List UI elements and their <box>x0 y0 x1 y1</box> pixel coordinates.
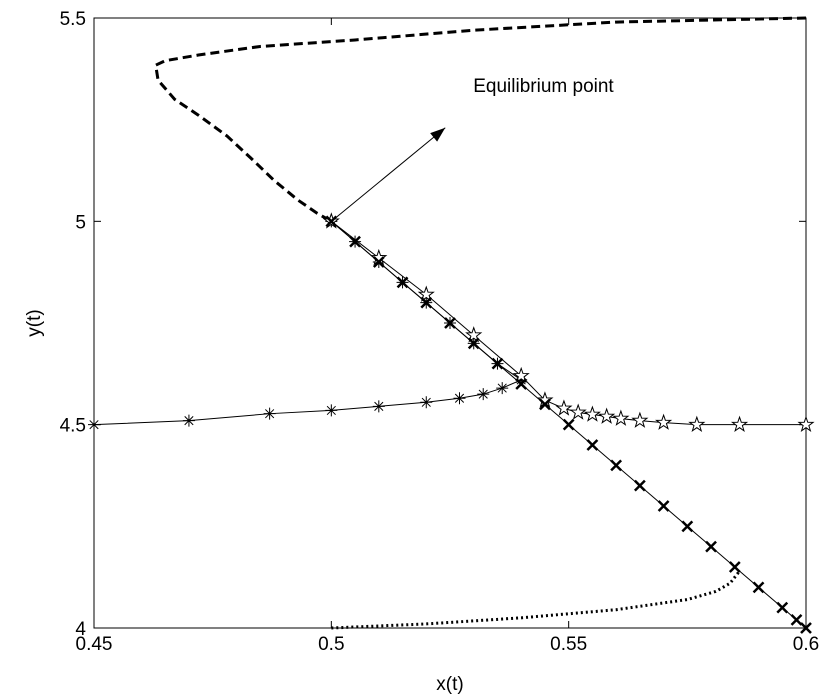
marker <box>491 357 504 370</box>
y-tick-label: 5.5 <box>60 9 86 30</box>
y-tick-label: 4.5 <box>60 416 86 437</box>
series-line <box>331 570 741 630</box>
marker <box>372 400 385 413</box>
x-axis-label: x(t) <box>436 674 463 695</box>
annotation-arrowhead <box>430 127 446 142</box>
marker <box>752 581 765 594</box>
series-line <box>154 16 807 223</box>
marker <box>420 296 433 309</box>
marker <box>467 337 480 350</box>
y-tick-label: 5 <box>75 212 86 233</box>
marker <box>349 235 361 248</box>
marker <box>515 378 528 390</box>
marker <box>325 404 338 417</box>
marker <box>790 613 803 626</box>
marker <box>569 403 587 420</box>
marker <box>688 415 706 432</box>
plot-frame <box>93 17 807 629</box>
marker <box>797 415 815 432</box>
x-tick-label: 0.45 <box>76 634 113 655</box>
marker <box>655 413 673 430</box>
marker <box>657 500 670 512</box>
marker <box>631 411 649 428</box>
y-tick-label: 4 <box>75 619 86 640</box>
series-line <box>93 220 523 426</box>
marker <box>539 398 551 411</box>
marker <box>444 317 456 329</box>
marker <box>705 540 717 553</box>
marker <box>562 418 575 431</box>
marker <box>681 520 694 533</box>
series-line <box>331 220 806 426</box>
marker <box>496 382 509 395</box>
annotation-text: Equilibrium point <box>473 76 614 97</box>
marker <box>586 439 599 451</box>
marker <box>800 622 812 634</box>
marker <box>453 392 466 405</box>
marker <box>465 326 483 343</box>
marker <box>730 415 749 432</box>
marker <box>598 407 616 424</box>
x-tick-label: 0.55 <box>550 634 587 655</box>
marker <box>728 561 741 573</box>
marker <box>477 388 490 401</box>
x-tick-label: 0.5 <box>318 634 344 655</box>
series-line <box>331 220 807 629</box>
marker <box>417 285 435 302</box>
marker <box>555 399 573 416</box>
y-axis-label: y(t) <box>24 309 45 336</box>
marker <box>776 601 789 614</box>
marker <box>512 366 530 384</box>
x-tick-label: 0.6 <box>793 634 819 655</box>
marker <box>612 409 630 426</box>
marker <box>633 479 646 492</box>
marker <box>88 418 100 431</box>
marker <box>396 276 409 289</box>
marker <box>610 459 623 472</box>
marker <box>583 405 601 422</box>
marker <box>372 256 385 268</box>
marker <box>420 396 433 409</box>
marker <box>263 407 276 420</box>
annotation-arrow <box>331 127 446 222</box>
marker <box>182 414 195 427</box>
marker <box>515 373 528 386</box>
